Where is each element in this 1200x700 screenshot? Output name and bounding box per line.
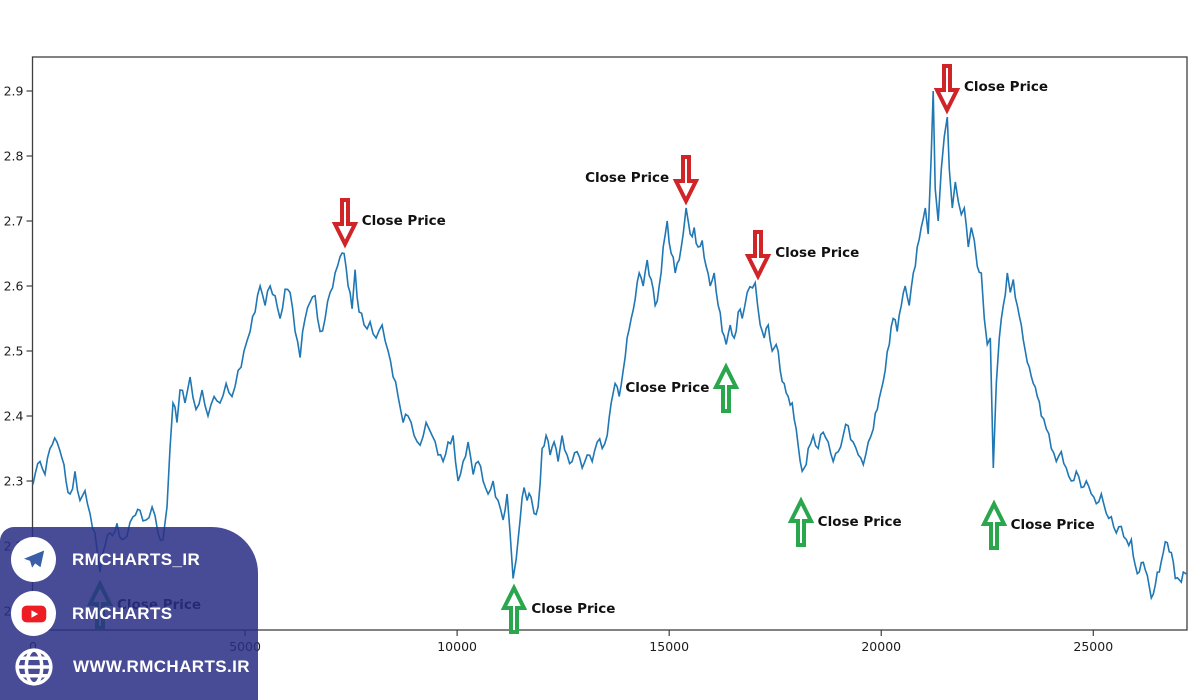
overlay-item-label: RMCHARTS	[72, 603, 173, 623]
overlay-item: RMCHARTS_IR	[11, 535, 258, 585]
overlay-item: WWW.RMCHARTS.IR	[11, 642, 258, 692]
y-tick-label: 2.6	[4, 279, 24, 294]
plot-border	[31, 56, 1188, 631]
overlay-item-label: WWW.RMCHARTS.IR	[73, 657, 250, 677]
y-tick-label: 2.9	[4, 84, 24, 99]
y-tick-label: 2.8	[4, 149, 24, 164]
y-tick-label: 2.4	[4, 409, 24, 424]
youtube-icon	[11, 591, 56, 636]
y-tick-label: 2.7	[4, 214, 24, 229]
x-tick-label: 15000	[649, 639, 689, 654]
x-tick-label: 25000	[1073, 639, 1113, 654]
overlay-item: RMCHARTS	[11, 589, 258, 639]
y-tick-label: 2.5	[4, 344, 24, 359]
telegram-icon	[11, 537, 56, 583]
close-price-line	[32, 90, 1187, 601]
x-tick-label: 10000	[437, 639, 477, 654]
overlay-item-label: RMCHARTS_IR	[72, 549, 201, 569]
y-tick-label: 2.3	[4, 474, 24, 489]
globe-icon	[11, 644, 57, 690]
watermark-panel: RMCHARTS_IR RMCHARTS WWW.RMCHARTS.IR	[0, 527, 258, 700]
x-tick-label: 20000	[861, 639, 901, 654]
